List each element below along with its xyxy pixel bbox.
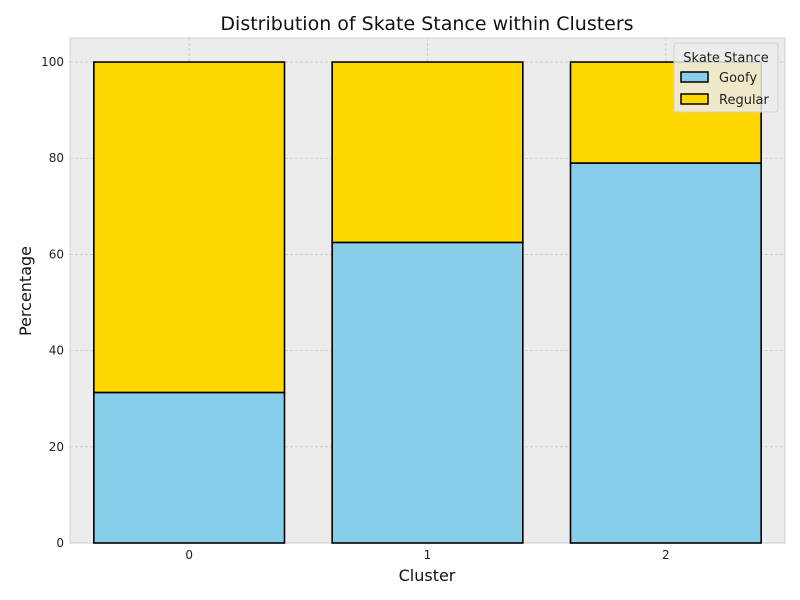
bar-regular-cluster-0 <box>93 61 286 394</box>
bar-goofy-cluster-2 <box>569 162 762 544</box>
x-tick-label: 0 <box>185 548 193 562</box>
y-tick-label: 0 <box>56 536 64 550</box>
axis-ticks: 0 20 40 60 80 100 0 1 2 <box>41 55 670 562</box>
y-tick-label: 100 <box>41 55 64 69</box>
y-axis-label: Percentage <box>16 246 35 336</box>
bar-regular-cluster-1 <box>331 61 524 244</box>
x-tick-label: 1 <box>424 548 432 562</box>
y-tick-label: 80 <box>49 151 64 165</box>
x-tick-label: 2 <box>662 548 670 562</box>
bars <box>93 61 762 544</box>
x-axis-label: Cluster <box>399 566 456 585</box>
legend-title: Skate Stance <box>683 51 768 66</box>
legend: Skate Stance Goofy Regular <box>673 42 779 113</box>
chart-title: Distribution of Skate Stance within Clus… <box>220 13 633 35</box>
legend-label-goofy: Goofy <box>719 71 757 86</box>
bar-goofy-cluster-1 <box>331 241 524 544</box>
legend-swatch-goofy <box>680 71 709 83</box>
y-tick-label: 20 <box>49 440 64 454</box>
legend-swatch-regular <box>680 93 709 105</box>
y-tick-label: 40 <box>49 344 64 358</box>
legend-label-regular: Regular <box>719 93 770 108</box>
bar-goofy-cluster-0 <box>93 391 286 544</box>
y-tick-label: 60 <box>49 247 64 261</box>
